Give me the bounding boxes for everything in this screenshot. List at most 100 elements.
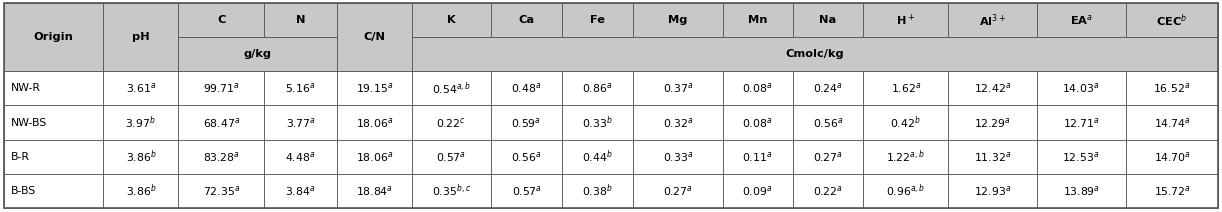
Bar: [562, 139, 633, 174]
Bar: [104, 106, 178, 139]
Bar: [562, 106, 633, 139]
Text: C/N: C/N: [363, 32, 385, 42]
Bar: [412, 139, 491, 174]
Text: Ca: Ca: [518, 15, 534, 25]
Bar: [723, 3, 793, 37]
Text: 0.09$^a$: 0.09$^a$: [743, 184, 774, 198]
Bar: [264, 37, 337, 71]
Bar: [178, 37, 264, 71]
Bar: [104, 174, 178, 208]
Text: 0.22$^a$: 0.22$^a$: [813, 184, 843, 198]
Bar: [491, 106, 562, 139]
Bar: [104, 3, 178, 37]
Bar: [633, 106, 723, 139]
Text: g/kg: g/kg: [243, 49, 271, 59]
Bar: [723, 71, 793, 106]
Bar: [337, 106, 412, 139]
Bar: [4, 174, 104, 208]
Text: 12.29$^a$: 12.29$^a$: [974, 116, 1011, 130]
Text: 18.84$^a$: 18.84$^a$: [356, 184, 392, 198]
Bar: [264, 139, 337, 174]
Bar: [178, 174, 264, 208]
Text: 68.47$^a$: 68.47$^a$: [203, 116, 240, 130]
Text: 0.37$^a$: 0.37$^a$: [662, 81, 693, 95]
Bar: [562, 37, 633, 71]
Bar: [1036, 37, 1125, 71]
Bar: [491, 174, 562, 208]
Text: 18.06$^a$: 18.06$^a$: [356, 150, 393, 164]
Text: 3.86$^b$: 3.86$^b$: [126, 182, 156, 199]
Bar: [633, 71, 723, 106]
Bar: [864, 3, 948, 37]
Text: 0.57$^a$: 0.57$^a$: [512, 184, 541, 198]
Text: C: C: [218, 15, 226, 25]
Bar: [104, 71, 178, 106]
Bar: [264, 71, 337, 106]
Text: 0.11$^a$: 0.11$^a$: [743, 150, 774, 164]
Text: 0.59$^a$: 0.59$^a$: [512, 116, 541, 130]
Text: 99.71$^a$: 99.71$^a$: [203, 81, 240, 95]
Bar: [948, 37, 1036, 71]
Bar: [491, 3, 562, 37]
Bar: [491, 139, 562, 174]
Text: 0.44$^b$: 0.44$^b$: [582, 148, 612, 165]
Bar: [1036, 106, 1125, 139]
Text: 5.16$^a$: 5.16$^a$: [285, 81, 315, 95]
Bar: [178, 139, 264, 174]
Bar: [793, 37, 864, 71]
Bar: [178, 37, 337, 71]
Text: 0.24$^a$: 0.24$^a$: [813, 81, 843, 95]
Text: 0.56$^a$: 0.56$^a$: [511, 150, 541, 164]
Text: 12.42$^a$: 12.42$^a$: [974, 81, 1011, 95]
Bar: [4, 3, 104, 71]
Bar: [723, 106, 793, 139]
Bar: [1125, 174, 1218, 208]
Bar: [4, 71, 104, 106]
Text: 0.57$^a$: 0.57$^a$: [436, 150, 466, 164]
Bar: [633, 174, 723, 208]
Text: 12.71$^a$: 12.71$^a$: [1063, 116, 1100, 130]
Bar: [864, 174, 948, 208]
Text: N: N: [296, 15, 306, 25]
Bar: [1036, 3, 1125, 37]
Text: NW-BS: NW-BS: [11, 117, 48, 128]
Text: Al$^{3+}$: Al$^{3+}$: [979, 12, 1006, 29]
Bar: [948, 71, 1036, 106]
Text: NW-R: NW-R: [11, 83, 42, 93]
Bar: [337, 71, 412, 106]
Text: 3.97$^b$: 3.97$^b$: [126, 114, 156, 131]
Bar: [491, 71, 562, 106]
Bar: [1036, 139, 1125, 174]
Text: 0.35$^{b,c}$: 0.35$^{b,c}$: [431, 182, 470, 199]
Bar: [412, 3, 491, 37]
Text: 12.93$^a$: 12.93$^a$: [974, 184, 1011, 198]
Text: 1.62$^a$: 1.62$^a$: [891, 81, 921, 95]
Bar: [562, 3, 633, 37]
Bar: [337, 174, 412, 208]
Text: 0.54$^{a,b}$: 0.54$^{a,b}$: [431, 80, 470, 97]
Text: 18.06$^a$: 18.06$^a$: [356, 116, 393, 130]
Bar: [633, 139, 723, 174]
Bar: [104, 139, 178, 174]
Bar: [1036, 71, 1125, 106]
Text: Mn: Mn: [748, 15, 767, 25]
Text: 0.96$^{a,b}$: 0.96$^{a,b}$: [886, 182, 925, 199]
Text: B-R: B-R: [11, 152, 31, 162]
Text: 0.42$^b$: 0.42$^b$: [891, 114, 921, 131]
Bar: [633, 3, 723, 37]
Bar: [412, 106, 491, 139]
Bar: [104, 37, 178, 71]
Text: 13.89$^a$: 13.89$^a$: [1063, 184, 1100, 198]
Text: 14.70$^a$: 14.70$^a$: [1154, 150, 1190, 164]
Bar: [793, 106, 864, 139]
Text: 0.08$^a$: 0.08$^a$: [743, 81, 774, 95]
Bar: [1125, 71, 1218, 106]
Text: 19.15$^a$: 19.15$^a$: [356, 81, 393, 95]
Bar: [104, 3, 178, 71]
Bar: [4, 3, 104, 37]
Bar: [562, 71, 633, 106]
Bar: [948, 3, 1036, 37]
Text: 0.38$^b$: 0.38$^b$: [582, 182, 612, 199]
Text: 14.03$^a$: 14.03$^a$: [1062, 81, 1100, 95]
Text: K: K: [447, 15, 456, 25]
